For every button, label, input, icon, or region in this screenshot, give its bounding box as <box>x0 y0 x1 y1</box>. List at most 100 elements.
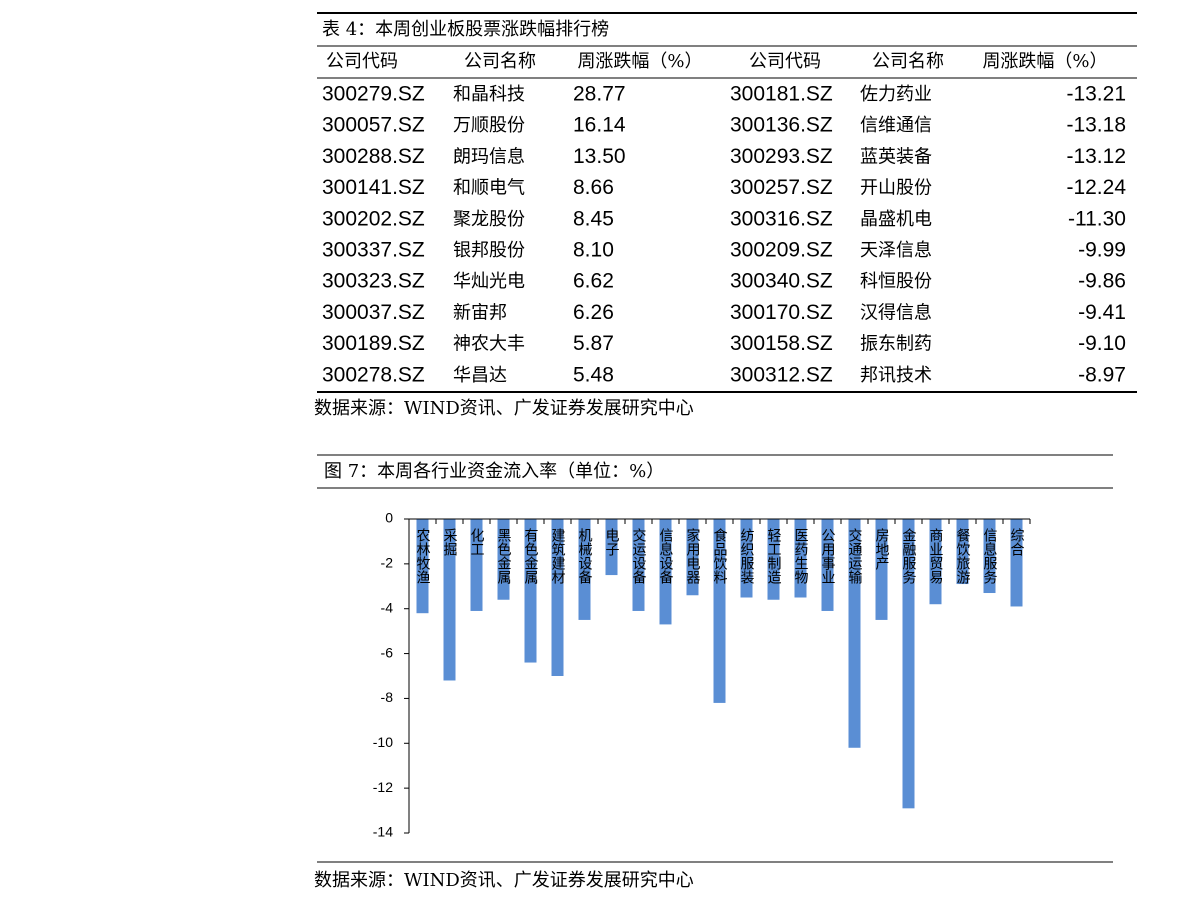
y-tick-label: -14 <box>373 824 393 840</box>
table-cell: 振东制药 <box>860 334 932 355</box>
table-cell: 300293.SZ <box>730 145 833 168</box>
table-cell: 6.26 <box>573 301 614 324</box>
y-tick-label: -8 <box>381 689 394 705</box>
table-cell: -9.86 <box>1078 270 1126 293</box>
table-cell: 新宙邦 <box>453 302 507 323</box>
table-cell: 300057.SZ <box>322 114 425 137</box>
bar <box>416 519 429 614</box>
bar <box>470 519 483 611</box>
column-header: 公司代码 <box>749 51 821 72</box>
table-cell: 天泽信息 <box>860 240 932 261</box>
table-cell: 300337.SZ <box>322 239 425 262</box>
category-label: 机械设备 <box>577 528 593 584</box>
category-label: 纺织服装 <box>739 528 755 584</box>
category-label: 建筑建材 <box>550 528 566 584</box>
table-cell: 佐力药业 <box>860 84 932 105</box>
bar <box>443 519 456 681</box>
table-cell: -13.18 <box>1066 114 1126 137</box>
table-cell: 300189.SZ <box>322 332 425 355</box>
category-label: 黑色金属 <box>496 528 512 584</box>
table-cell: 16.14 <box>573 114 626 137</box>
table-cell: 300312.SZ <box>730 363 833 386</box>
column-header: 公司代码 <box>326 51 398 72</box>
bar <box>875 519 888 620</box>
bar <box>551 519 564 676</box>
table-cell: -13.21 <box>1066 83 1126 106</box>
bar <box>605 519 618 576</box>
chart-title: 图 7：本周各行业资金流入率（单位：%） <box>324 461 664 482</box>
table-cell: 华灿光电 <box>453 271 525 292</box>
column-header: 周涨跌幅（%） <box>982 51 1107 72</box>
table-cell: 300279.SZ <box>322 83 425 106</box>
table-cell: 聚龙股份 <box>453 209 525 230</box>
table-caption: 表 4：本周创业板股票涨跌幅排行榜 <box>322 19 609 40</box>
category-label: 医药生物 <box>793 528 809 585</box>
category-label: 交运设备 <box>631 527 647 584</box>
category-label: 信息服务 <box>982 528 998 584</box>
column-header: 公司名称 <box>872 51 944 72</box>
table-cell: 300316.SZ <box>730 207 833 230</box>
category-label: 商业贸易 <box>928 528 944 584</box>
bar <box>659 519 672 625</box>
category-label: 餐饮旅游 <box>955 528 971 585</box>
table-cell: 300288.SZ <box>322 145 425 168</box>
bar <box>767 519 780 600</box>
y-tick-label: 0 <box>385 510 393 526</box>
category-label: 采掘 <box>442 528 458 556</box>
table-cell: 朗玛信息 <box>453 146 525 167</box>
table-cell: 300278.SZ <box>322 363 425 386</box>
table-cell: 300170.SZ <box>730 301 833 324</box>
table-cell: 13.50 <box>573 145 626 168</box>
category-label: 金融服务 <box>901 528 917 584</box>
table-cell: 蓝英装备 <box>860 146 932 167</box>
bar <box>497 519 510 600</box>
y-tick-label: -2 <box>381 555 394 571</box>
category-label: 化工 <box>469 528 485 556</box>
category-label: 农林牧渔 <box>415 528 431 584</box>
category-label: 公用事业 <box>820 528 836 584</box>
source: 数据来源：WIND资讯、广发证券发展研究中心 <box>314 870 694 891</box>
y-tick-label: -4 <box>381 599 394 615</box>
y-tick-label: -6 <box>381 644 394 660</box>
table-cell: -9.10 <box>1078 332 1126 355</box>
bar <box>686 519 699 596</box>
table-cell: 汉得信息 <box>860 302 932 323</box>
table-cell: 5.48 <box>573 363 614 386</box>
table-cell: -9.99 <box>1078 239 1126 262</box>
y-tick-label: -12 <box>373 779 393 795</box>
table-cell: 晶盛机电 <box>860 209 932 230</box>
bar <box>740 519 753 598</box>
bar <box>821 519 834 611</box>
bar <box>794 519 807 598</box>
table-cell: 8.10 <box>573 239 614 262</box>
table-cell: 开山股份 <box>860 178 932 199</box>
table-cell: 万顺股份 <box>453 115 525 136</box>
category-label: 房地产 <box>874 528 890 571</box>
category-label: 交通运输 <box>847 527 863 584</box>
table-cell: 300158.SZ <box>730 332 833 355</box>
table-cell: -9.41 <box>1078 301 1126 324</box>
bar <box>848 519 861 748</box>
table-cell: 300340.SZ <box>730 270 833 293</box>
table-cell: 科恒股份 <box>860 271 932 292</box>
category-label: 电子 <box>604 528 620 556</box>
table-cell: 300037.SZ <box>322 301 425 324</box>
bar <box>929 519 942 605</box>
table-cell: 300209.SZ <box>730 239 833 262</box>
source: 数据来源：WIND资讯、广发证券发展研究中心 <box>314 398 694 419</box>
table-cell: 300323.SZ <box>322 270 425 293</box>
category-label: 家用电器 <box>685 527 701 584</box>
table-cell: 5.87 <box>573 332 614 355</box>
table-cell: 和晶科技 <box>453 84 525 105</box>
table-cell: 和顺电气 <box>453 178 525 199</box>
bar <box>632 519 645 611</box>
bar <box>956 519 969 585</box>
table-cell: 300136.SZ <box>730 114 833 137</box>
category-label: 有色金属 <box>523 528 539 584</box>
table-cell: -8.97 <box>1078 363 1126 386</box>
table-cell: 8.45 <box>573 207 614 230</box>
bar <box>1010 519 1023 607</box>
table-cell: 6.62 <box>573 270 614 293</box>
